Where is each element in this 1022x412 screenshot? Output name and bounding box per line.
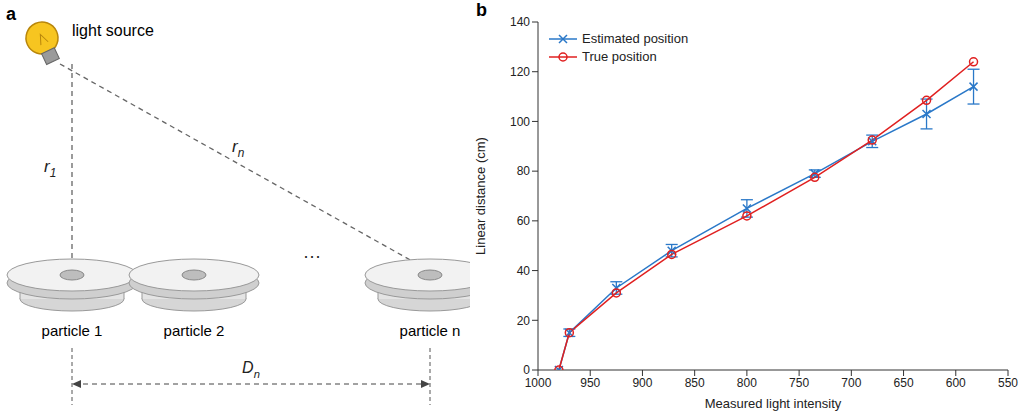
svg-text:700: 700 (841, 376, 861, 390)
svg-text:750: 750 (789, 376, 809, 390)
svg-text:120: 120 (510, 65, 530, 79)
svg-text:650: 650 (894, 376, 914, 390)
svg-text:800: 800 (737, 376, 757, 390)
svg-text:···: ··· (303, 246, 321, 266)
svg-text:Measured light intensity: Measured light intensity (705, 396, 842, 411)
svg-text:80: 80 (517, 164, 531, 178)
svg-text:a: a (6, 4, 17, 24)
html-text:b: b (476, 0, 487, 20)
svg-text:600: 600 (946, 376, 966, 390)
svg-text:Dn: Dn (242, 359, 260, 380)
svg-text:140: 140 (510, 15, 530, 29)
svg-text:900: 900 (632, 376, 652, 390)
html-text:Estimated position: Estimated position (582, 31, 689, 46)
html-text:True position: True position (582, 49, 657, 64)
svg-text:100: 100 (510, 115, 530, 129)
svg-text:950: 950 (580, 376, 600, 390)
svg-text:40: 40 (517, 264, 531, 278)
svg-text:particle 2: particle 2 (164, 322, 225, 339)
svg-text:850: 850 (685, 376, 705, 390)
svg-text:20: 20 (517, 314, 531, 328)
svg-text:550: 550 (998, 376, 1018, 390)
svg-text:0: 0 (523, 363, 530, 377)
svg-text:60: 60 (517, 214, 531, 228)
svg-text:1000: 1000 (525, 376, 552, 390)
svg-text:light source: light source (72, 22, 154, 39)
svg-text:r1: r1 (44, 157, 56, 180)
svg-text:rn: rn (232, 137, 245, 160)
svg-text:particle 1: particle 1 (42, 322, 103, 339)
svg-text:particle n: particle n (400, 322, 461, 339)
svg-text:Linear distance (cm): Linear distance (cm) (473, 137, 488, 255)
